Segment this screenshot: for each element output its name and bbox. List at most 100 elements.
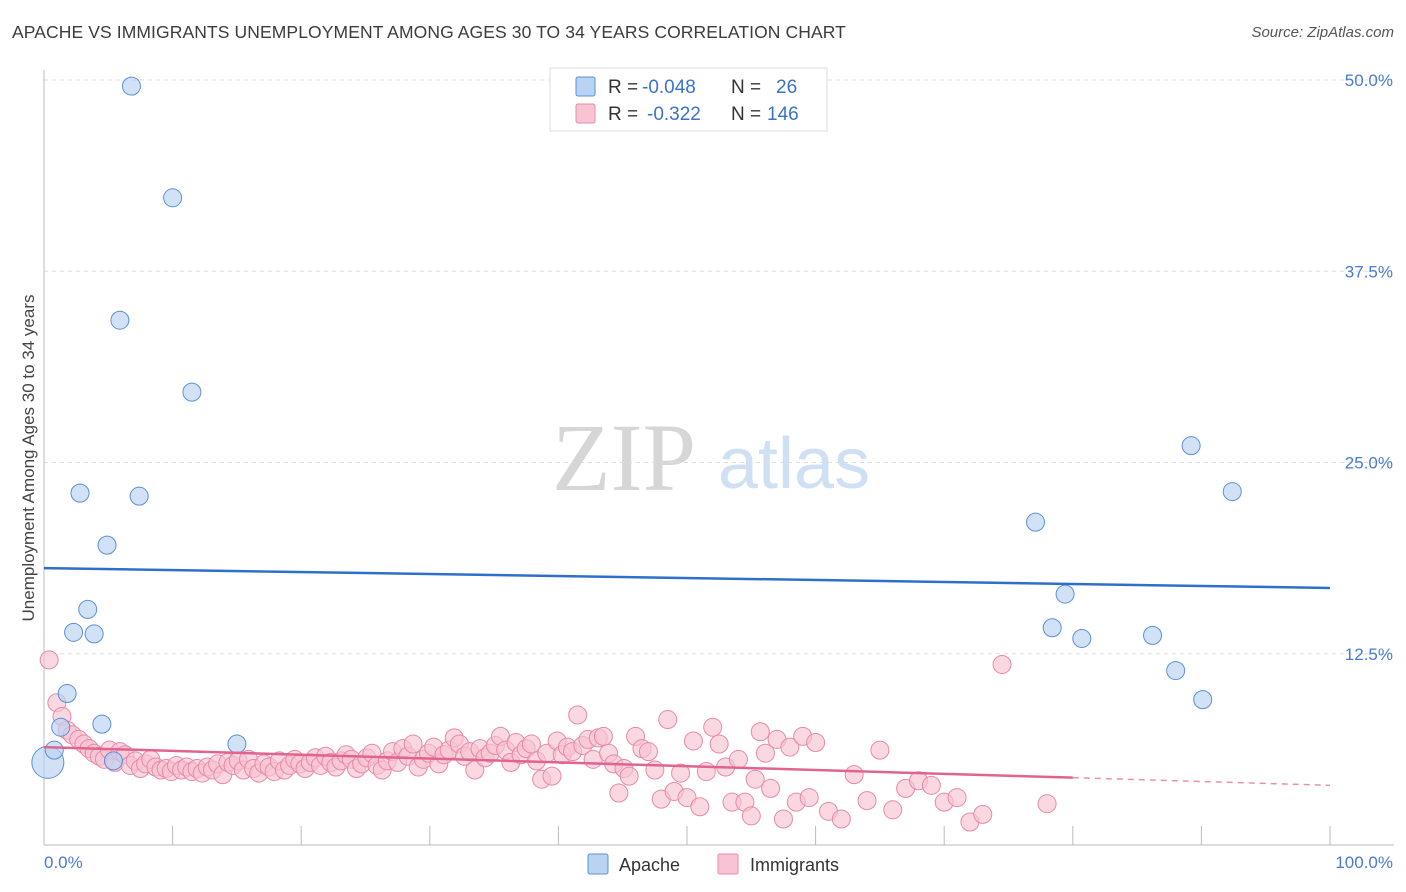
immigrants-point-93 <box>521 734 541 754</box>
apache-series-legend-label: Apache <box>619 855 680 875</box>
immigrants-point-134 <box>755 743 775 763</box>
apache-point-12 <box>121 76 141 96</box>
apache-point-21 <box>1143 625 1163 645</box>
immigrants-point-110 <box>609 783 629 803</box>
immigrants-point-147 <box>870 740 890 760</box>
apache-point-11 <box>110 310 130 330</box>
apache-point-25 <box>1222 482 1242 502</box>
immigrants-point-132 <box>745 769 765 789</box>
apache-point-4 <box>64 622 84 642</box>
immigrants-point-145 <box>844 765 864 785</box>
apache-point-16 <box>227 734 247 754</box>
immigrants-series <box>39 650 1057 832</box>
apache-point-22 <box>1166 661 1186 681</box>
immigrants-point-0 <box>39 650 59 670</box>
immigrants-point-124 <box>696 762 716 782</box>
immigrants-point-142 <box>806 732 826 752</box>
apache-point-23 <box>1181 436 1201 456</box>
immigrants-point-146 <box>857 791 877 811</box>
immigrants-point-133 <box>750 722 770 742</box>
y-tick-label-3: 50.0% <box>1345 71 1393 90</box>
immigrants-point-123 <box>690 797 710 817</box>
y-tick-label-1: 25.0% <box>1345 454 1393 473</box>
apache-point-13 <box>129 486 149 506</box>
immigrants-series-legend-label: Immigrants <box>750 855 839 875</box>
stats-legend-box <box>549 67 828 132</box>
immigrants-point-107 <box>593 726 613 746</box>
immigrants-r-label: R = <box>608 104 638 125</box>
y-axis-tick-labels: 12.5% 25.0% 37.5% 50.0% <box>1345 71 1393 664</box>
apache-legend-swatch <box>575 76 596 97</box>
immigrants-point-122 <box>683 731 703 751</box>
axes <box>43 70 1394 846</box>
immigrants-point-155 <box>973 804 993 824</box>
immigrants-point-138 <box>780 737 800 757</box>
immigrants-point-125 <box>703 717 723 737</box>
chart-source: Source: ZipAtlas.com <box>1251 24 1394 41</box>
apache-trend-line <box>43 566 1331 590</box>
apache-point-20 <box>1072 628 1092 648</box>
immigrants-point-116 <box>645 760 665 780</box>
immigrants-point-135 <box>761 778 781 798</box>
apache-point-2 <box>51 717 71 737</box>
apache-point-10 <box>103 751 123 771</box>
immigrants-series-legend-swatch <box>717 853 739 875</box>
apache-r-value: -0.048 <box>642 77 696 98</box>
y-tick-label-0: 12.5% <box>1345 645 1393 664</box>
apache-point-15 <box>182 382 202 402</box>
apache-point-1 <box>44 740 64 760</box>
immigrants-point-70 <box>403 734 423 754</box>
immigrants-point-129 <box>728 749 748 769</box>
apache-n-value: 26 <box>776 77 797 98</box>
immigrants-trend-line <box>43 745 1073 779</box>
y-tick-label-2: 37.5% <box>1345 262 1393 281</box>
immigrants-point-156 <box>992 654 1012 674</box>
apache-point-24 <box>1193 690 1213 710</box>
apache-point-8 <box>92 714 112 734</box>
immigrants-point-137 <box>773 809 793 829</box>
series-legend: Apache Immigrants <box>587 853 839 875</box>
immigrants-point-102 <box>568 705 588 725</box>
chart-title: APACHE VS IMMIGRANTS UNEMPLOYMENT AMONG … <box>12 22 846 42</box>
immigrants-n-value: 146 <box>767 104 799 125</box>
immigrants-point-157 <box>1037 794 1057 814</box>
watermark-zip: ZIP <box>552 404 696 511</box>
x-axis-ticks <box>43 826 1331 845</box>
stats-legend: R = -0.048 N = 26 R = -0.322 N = 146 <box>549 67 828 132</box>
immigrants-point-120 <box>671 763 691 783</box>
immigrants-legend-swatch <box>575 103 596 124</box>
apache-point-19 <box>1055 584 1075 604</box>
immigrants-trend-extension <box>1072 776 1331 787</box>
x-tick-label-max: 100.0% <box>1335 853 1393 872</box>
immigrants-point-115 <box>638 742 658 762</box>
immigrants-point-112 <box>619 766 639 786</box>
watermark-atlas: atlas <box>718 424 870 504</box>
apache-r-label: R = <box>608 77 638 98</box>
y-axis-label: Unemployment Among Ages 30 to 34 years <box>19 295 38 622</box>
immigrants-point-148 <box>883 800 903 820</box>
immigrants-point-151 <box>921 775 941 795</box>
trend-lines <box>43 566 1331 787</box>
immigrants-point-118 <box>658 710 678 730</box>
apache-point-14 <box>163 188 183 208</box>
x-tick-label-min: 0.0% <box>44 853 83 872</box>
apache-point-6 <box>78 599 98 619</box>
immigrants-n-label: N = <box>731 104 761 125</box>
apache-point-7 <box>84 624 104 644</box>
immigrants-point-153 <box>947 788 967 808</box>
immigrants-point-141 <box>799 788 819 808</box>
gridlines <box>44 79 1394 655</box>
apache-point-9 <box>97 535 117 555</box>
immigrants-r-value: -0.322 <box>647 104 701 125</box>
apache-n-label: N = <box>731 77 761 98</box>
x-axis-tick-labels: 0.0% 100.0% <box>44 853 1393 872</box>
apache-point-17 <box>1026 512 1046 532</box>
apache-point-18 <box>1042 618 1062 638</box>
apache-point-3 <box>57 684 77 704</box>
immigrants-point-144 <box>831 809 851 829</box>
apache-point-5 <box>70 483 90 503</box>
apache-series-legend-swatch <box>587 853 609 875</box>
apache-series <box>31 76 1242 779</box>
immigrants-point-126 <box>709 734 729 754</box>
